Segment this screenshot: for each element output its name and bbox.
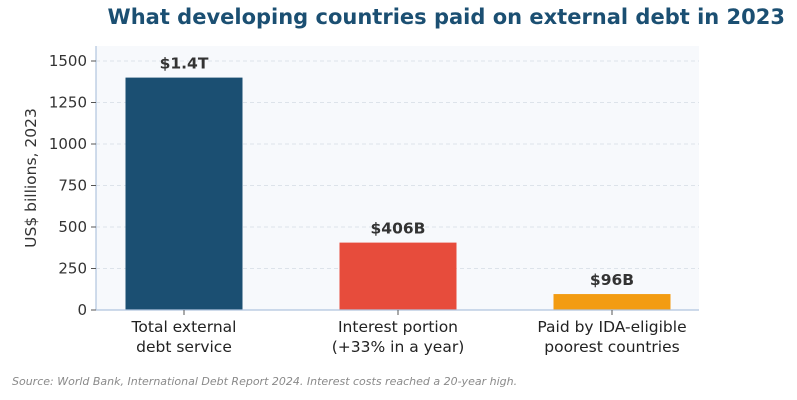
y-axis-label: US$ billions, 2023 (22, 108, 40, 248)
y-tick-label: 1000 (49, 135, 87, 153)
x-tick-label: poorest countries (544, 338, 679, 356)
y-ticks: 0 250 500 750 1000 1250 1500 (49, 52, 96, 319)
chart-title: What developing countries paid on extern… (107, 5, 785, 29)
x-tick-label: debt service (136, 338, 232, 356)
y-tick-label: 1500 (49, 52, 87, 70)
x-tick-label: Interest portion (338, 318, 458, 336)
data-label: $1.4T (160, 55, 209, 73)
bar (339, 242, 457, 310)
y-tick-label: 250 (58, 260, 87, 278)
data-labels: $1.4T $406B $96B (160, 55, 635, 289)
data-label: $406B (371, 220, 426, 238)
y-tick-label: 1250 (49, 94, 87, 112)
x-tick-label: Total external (131, 318, 237, 336)
x-tick-label: (+33% in a year) (332, 338, 465, 356)
bar (125, 77, 243, 310)
y-tick-label: 0 (77, 301, 87, 319)
y-tick-label: 750 (58, 177, 87, 195)
bars (125, 77, 671, 310)
x-tick-label: Paid by IDA-eligible (537, 318, 686, 336)
data-label: $96B (590, 271, 634, 289)
source-note: Source: World Bank, International Debt R… (12, 375, 518, 388)
y-tick-label: 500 (58, 218, 87, 236)
bar (553, 294, 671, 310)
x-ticks: Total external debt service Interest porti… (131, 310, 687, 356)
